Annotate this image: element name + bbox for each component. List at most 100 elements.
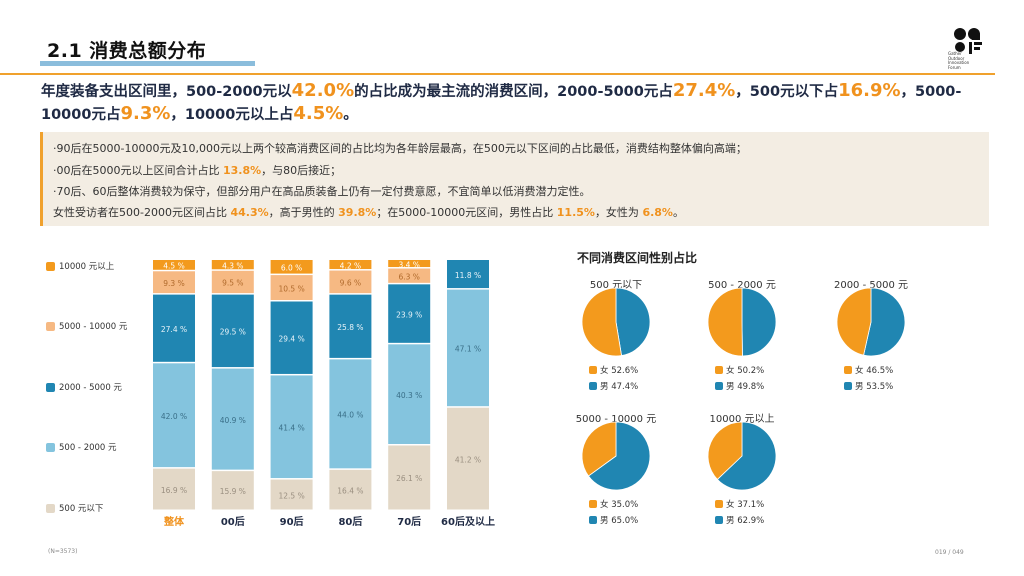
category-label: 70后	[397, 515, 421, 528]
legend-label: 10000 元以上	[59, 262, 115, 272]
note-value: 13.8%	[222, 164, 262, 177]
legend-swatch	[715, 382, 723, 390]
gaof-logo	[954, 28, 982, 54]
bar-segment	[447, 289, 489, 407]
pie-legend-label: 男 65.0%	[600, 516, 639, 526]
pie-legend-female: 女 35.0%	[589, 498, 638, 510]
bar-segment	[329, 469, 372, 510]
legend-swatch	[589, 382, 597, 390]
category-label: 00后	[221, 515, 245, 528]
note-line: ·90后在5000-10000元及10,000元以上两个较高消费区间的占比均为各…	[53, 142, 747, 155]
pie-legend-label: 男 47.4%	[600, 382, 639, 392]
bar-segment	[388, 268, 431, 283]
pie-legend-male: 男 62.9%	[715, 514, 764, 526]
bar-value-label: 6.3 %	[398, 272, 419, 281]
pie-slice-male	[587, 421, 651, 491]
pie-chart	[836, 287, 906, 357]
bar-value-label: 9.6 %	[340, 279, 361, 288]
pie-chart	[581, 287, 651, 357]
pie-legend-male: 男 53.5%	[844, 380, 893, 392]
category-label: 整体	[163, 515, 185, 528]
legend-swatch	[589, 366, 597, 374]
note-value: 11.5%	[556, 206, 595, 219]
summary-part: ，5000-10000元占	[41, 84, 962, 123]
pie-legend-label: 男 62.9%	[726, 516, 765, 526]
bar-value-label: 16.4 %	[337, 486, 363, 495]
pie-legend-label: 男 53.5%	[855, 382, 894, 392]
bar-segment	[270, 375, 313, 479]
pie-legend-label: 女 37.1%	[726, 500, 765, 510]
legend-swatch	[46, 503, 55, 513]
pie-legend-male: 男 49.8%	[715, 380, 764, 392]
bar-value-label: 26.1 %	[396, 474, 422, 483]
bar-segment	[447, 407, 489, 510]
footer-page-number: 019 / 049	[935, 549, 964, 556]
note-part: ，与80后接近；	[261, 164, 342, 177]
bar-value-label: 10.5 %	[278, 284, 304, 293]
note-part: 女性受访者在500-2000元区间占比	[53, 206, 231, 219]
legend-label: 5000 - 10000 元	[59, 322, 128, 332]
title-underline	[40, 61, 255, 66]
bar-segment	[329, 260, 372, 270]
bar-value-label: 41.4 %	[278, 424, 304, 433]
bar-value-label: 3.4 %	[398, 260, 419, 269]
bar-value-label: 11.8 %	[455, 271, 481, 280]
note-value: 6.8%	[642, 206, 673, 219]
pie-legend-label: 女 35.0%	[600, 500, 639, 510]
pie-slice-female	[581, 421, 617, 477]
bar-value-label: 12.5 %	[278, 491, 304, 500]
pie-slice-male	[863, 287, 906, 357]
note-part: ，女性为	[594, 206, 643, 219]
pie-slice-male	[741, 287, 777, 357]
pie-chart	[707, 287, 777, 357]
bar-segment	[388, 260, 431, 268]
pie-legend-female: 女 46.5%	[844, 364, 893, 376]
bar-value-label: 16.9 %	[161, 486, 187, 495]
bar-value-label: 44.0 %	[337, 411, 363, 420]
bar-segment	[211, 260, 254, 270]
note-part: 。	[672, 206, 684, 219]
bar-segment	[388, 445, 431, 510]
pie-slice-female	[707, 421, 743, 480]
pie-legend-label: 女 46.5%	[855, 366, 894, 376]
logo-line: Outdoor	[948, 55, 965, 61]
legend-label: 500 元以下	[59, 504, 104, 514]
pie-range-label: 10000 元以上	[709, 414, 775, 425]
legend-item-2000-5000: 2000 - 5000 元	[46, 381, 122, 393]
bar-value-label: 42.0 %	[161, 412, 187, 421]
legend-swatch	[46, 321, 55, 331]
bar-segment	[153, 294, 195, 362]
bar-value-label: 6.0 %	[281, 264, 302, 273]
pie-slice-female	[836, 287, 872, 356]
legend-swatch	[715, 366, 723, 374]
bar-segment	[153, 363, 195, 468]
pie-slice-male	[716, 421, 777, 491]
bar-segment	[211, 270, 254, 294]
summary-value: 42.0%	[291, 80, 355, 101]
legend-item-below-500: 500 元以下	[46, 502, 103, 514]
pie-slice-female	[581, 287, 622, 357]
bar-value-label: 9.5 %	[222, 279, 243, 288]
legend-swatch	[589, 516, 597, 524]
bar-segment	[153, 260, 195, 270]
bar-value-label: 29.5 %	[220, 328, 246, 337]
bar-value-label: 27.4 %	[161, 325, 187, 334]
legend-swatch	[844, 382, 852, 390]
legend-swatch	[46, 382, 55, 392]
summary-part: 年度装备支出区间里，500-2000元以	[41, 84, 292, 100]
bar-value-label: 25.8 %	[337, 323, 363, 332]
pie-legend-label: 女 52.6%	[600, 366, 639, 376]
note-line: ·70后、60后整体消费较为保守，但部分用户在高品质装备上仍有一定付费意愿，不宜…	[53, 185, 591, 198]
bar-value-label: 4.3 %	[222, 261, 243, 270]
bar-segment	[388, 344, 431, 444]
legend-swatch	[46, 442, 55, 452]
legend-swatch	[715, 516, 723, 524]
pie-legend-female: 女 52.6%	[589, 364, 638, 376]
bar-segment	[447, 260, 489, 289]
pie-legend-female: 女 37.1%	[715, 498, 764, 510]
bar-segment	[329, 294, 372, 358]
note-part: ·00后在5000元以上区间合计占比	[53, 164, 223, 177]
summary-value: 16.9%	[838, 80, 901, 101]
bar-segment	[329, 270, 372, 294]
legend-item-500-2000: 500 - 2000 元	[46, 441, 117, 453]
